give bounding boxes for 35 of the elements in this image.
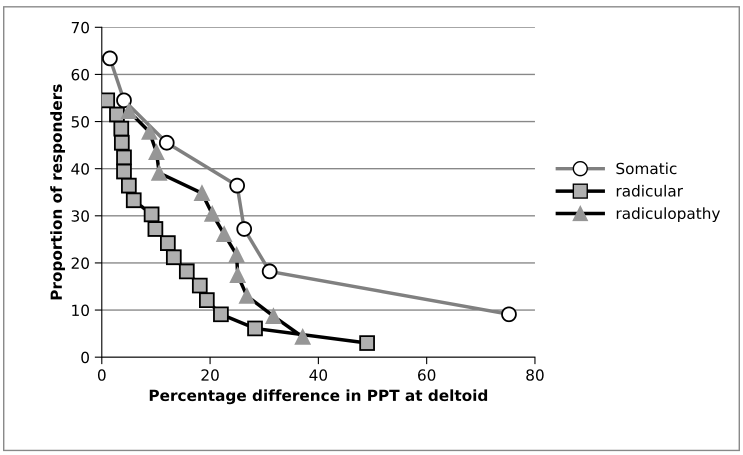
x-tick-label: 60 [418, 369, 436, 381]
y-tick-label: 0 [81, 352, 89, 364]
y-tick-label: 20 [72, 257, 89, 269]
y-tick-label: 40 [71, 163, 89, 175]
y-tick-label: 60 [72, 68, 89, 80]
point [160, 235, 176, 251]
legend-label: radiculopathy [616, 207, 720, 222]
y-axis-title: Proportion of responders [50, 84, 65, 300]
point [247, 320, 263, 336]
legend-label: Somatic [616, 162, 676, 174]
point [213, 306, 229, 322]
x-tick-label: 0 [98, 369, 106, 381]
y-tick-label: 10 [72, 304, 89, 316]
point [359, 335, 375, 351]
point [113, 120, 130, 136]
point [116, 164, 132, 180]
y-tick-label: 70 [72, 22, 89, 34]
point [109, 106, 125, 122]
point [198, 292, 215, 308]
y-tick-label: 50 [72, 116, 89, 128]
point [126, 192, 142, 208]
point [192, 278, 208, 294]
point [121, 178, 137, 194]
point [166, 249, 182, 266]
point [116, 150, 132, 166]
x-tick-label: 40 [309, 369, 328, 381]
point [144, 206, 160, 222]
legend-label: radicular [616, 184, 683, 197]
point [148, 221, 164, 237]
x-axis-title: Percentage difference in PPT at deltoid [150, 389, 488, 404]
point [178, 264, 195, 280]
y-tick-label: 30 [72, 210, 89, 222]
x-tick-label: 20 [201, 369, 219, 381]
x-tick-label: 80 [526, 369, 544, 381]
point [114, 134, 130, 151]
